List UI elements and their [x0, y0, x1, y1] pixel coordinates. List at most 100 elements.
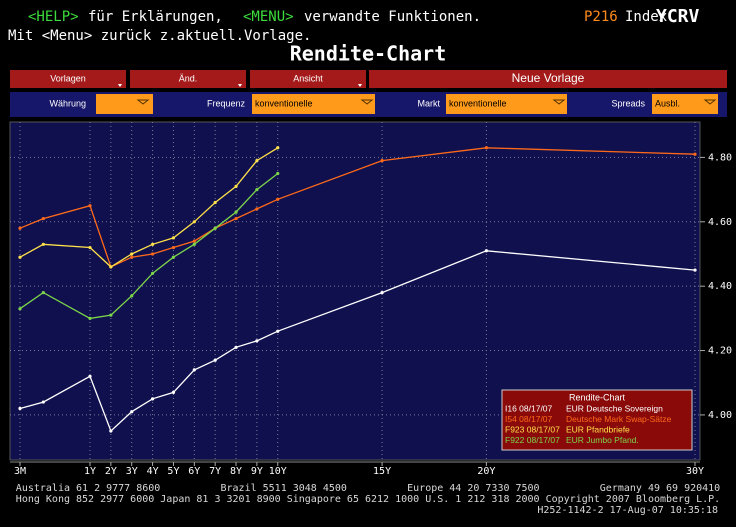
data-point — [380, 159, 384, 163]
data-point — [213, 226, 217, 230]
y-tick-label: 4.80 — [708, 152, 732, 163]
button-label[interactable]: Neue Vorlage — [512, 71, 585, 85]
footer-line: H252-1142-2 17-Aug-07 10:35:18 — [537, 505, 718, 516]
data-point — [192, 239, 196, 243]
data-point — [255, 159, 259, 163]
data-point — [130, 252, 134, 256]
data-point — [213, 200, 217, 205]
x-tick-label: 15Y — [373, 466, 391, 477]
data-point — [255, 339, 259, 343]
x-tick-label: 30Y — [686, 466, 704, 477]
data-point — [18, 307, 22, 311]
filter-label: Währung — [49, 98, 86, 108]
data-point — [276, 171, 280, 176]
data-point — [41, 242, 45, 246]
data-point — [41, 291, 45, 295]
footer-line: Hong Kong 852 2977 6000 Japan 81 3 3201 … — [16, 494, 720, 505]
data-point — [171, 255, 176, 259]
filter-field[interactable] — [252, 94, 375, 114]
legend-entry: EUR Deutsche Sovereign — [566, 403, 663, 413]
x-tick-label: 3M — [14, 466, 26, 477]
y-tick-label: 4.00 — [708, 410, 732, 421]
data-point — [255, 207, 259, 211]
page-type: Index — [625, 9, 667, 25]
data-point — [88, 316, 92, 320]
x-tick-label: 6Y — [188, 466, 200, 477]
data-point — [150, 252, 155, 256]
x-tick-label: 2Y — [105, 466, 117, 477]
series-line — [19, 172, 279, 320]
data-point — [276, 329, 280, 333]
page-code: P216 — [584, 9, 618, 25]
x-tick-label: 9Y — [251, 466, 263, 477]
y-tick-label: 4.20 — [708, 346, 732, 357]
ticker: YCRV — [656, 6, 700, 27]
help-key: <HELP> — [28, 9, 79, 25]
filter-label: Frequenz — [207, 98, 246, 108]
data-point — [41, 216, 45, 221]
filter-field[interactable] — [96, 94, 153, 114]
data-point — [18, 226, 22, 230]
button[interactable] — [250, 70, 366, 88]
data-point — [255, 188, 259, 192]
data-point — [192, 242, 196, 246]
dropdown-arrows — [136, 99, 717, 105]
data-point — [192, 368, 196, 372]
data-point — [130, 294, 134, 298]
filter-field[interactable] — [652, 94, 718, 114]
series-line — [19, 147, 279, 268]
y-tick-label: 4.60 — [708, 217, 732, 228]
data-point — [109, 313, 113, 317]
data-point — [192, 220, 196, 224]
legend-box — [501, 389, 693, 451]
x-tick-label: 8Y — [230, 466, 242, 477]
menu-text: verwandte Funktionen. — [304, 9, 481, 25]
x-tick-label: 5Y — [167, 466, 179, 477]
data-point — [234, 345, 238, 349]
data-point — [693, 268, 697, 272]
button[interactable] — [369, 70, 727, 88]
data-point — [213, 358, 217, 362]
x-tick-label: 7Y — [209, 466, 221, 477]
filter-field[interactable] — [446, 94, 567, 114]
y-tick-label: 4.40 — [708, 281, 732, 292]
data-point — [276, 146, 280, 150]
x-tick-label: 10Y — [269, 466, 287, 477]
data-point — [130, 255, 134, 259]
data-point — [41, 400, 45, 404]
data-point — [150, 397, 155, 401]
data-point — [88, 374, 92, 378]
legend-entry: EUR Pfandbriefe — [566, 424, 630, 434]
legend-code: F923 08/17/07 — [505, 424, 560, 434]
data-point — [234, 184, 238, 188]
x-tick-label: 4Y — [147, 466, 159, 477]
button[interactable] — [10, 70, 126, 88]
header-line2: Mit <Menu> zurück z.aktuell.Vorlage. — [8, 28, 311, 44]
filter-value: konventionelle — [255, 98, 313, 108]
legend-entry: EUR Jumbo Pfand. — [566, 435, 639, 445]
data-point — [109, 265, 113, 269]
button-label[interactable]: Ansicht — [293, 73, 323, 83]
x-tick-label: 20Y — [477, 466, 495, 477]
data-point — [109, 429, 113, 433]
dropdown-arrows — [118, 84, 362, 87]
legend-code: I54 08/17/07 — [505, 414, 553, 424]
data-point — [171, 236, 176, 240]
button-label[interactable]: Vorlagen — [50, 73, 86, 83]
data-point — [18, 406, 22, 411]
data-point — [171, 245, 176, 250]
x-tick-label: 1Y — [84, 466, 96, 477]
data-point — [18, 255, 22, 259]
legend-code: I16 08/17/07 — [505, 403, 553, 413]
toolbar: Vorlagen Änd. Ansicht Neue Vorlage — [10, 70, 727, 88]
data-point — [130, 410, 134, 414]
button-label[interactable]: Änd. — [179, 73, 198, 83]
legend-entry: Deutsche Mark Swap-Sätze — [566, 414, 672, 424]
button[interactable] — [130, 70, 246, 88]
data-point — [234, 216, 238, 221]
data-point — [150, 271, 155, 275]
data-point — [693, 152, 697, 156]
legend-title: Rendite-Chart — [569, 392, 626, 402]
legend-code: F922 08/17/07 — [505, 435, 560, 445]
